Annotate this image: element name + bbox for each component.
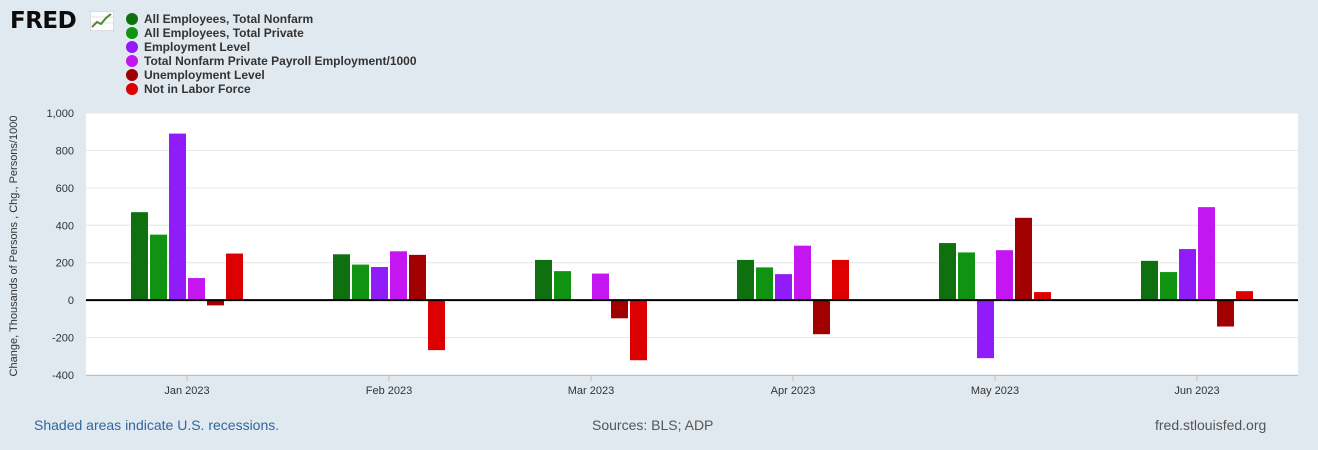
- x-tick-label: Jan 2023: [164, 385, 209, 397]
- bar[interactable]: [611, 300, 628, 319]
- bar[interactable]: [775, 274, 792, 301]
- bar-chart: -400 -200 0 200 400 600 800 1,000 Jan 2023 Feb 2…: [46, 108, 1298, 397]
- bar[interactable]: [169, 133, 186, 301]
- bar[interactable]: [939, 243, 956, 301]
- sources-text: Sources: BLS; ADP: [592, 417, 714, 433]
- legend-marker: [126, 55, 138, 67]
- bar[interactable]: [1141, 260, 1158, 301]
- y-tick-label: 200: [56, 258, 74, 270]
- bar[interactable]: [428, 300, 445, 351]
- x-tick-label: May 2023: [971, 385, 1019, 397]
- bar[interactable]: [131, 212, 148, 301]
- y-tick-label: 600: [56, 183, 74, 195]
- legend-label: Employment Level: [144, 40, 251, 54]
- bar-series: [131, 133, 1253, 361]
- bar[interactable]: [592, 273, 609, 301]
- legend-item[interactable]: Unemployment Level: [124, 68, 417, 82]
- y-tick-label: -400: [52, 370, 74, 382]
- bar[interactable]: [554, 271, 571, 301]
- plot-area: [86, 113, 1298, 375]
- bar[interactable]: [1236, 291, 1253, 301]
- x-axis-ticks: Jan 2023 Feb 2023 Mar 2023 Apr 2023 May 2023…: [86, 375, 1298, 397]
- bar[interactable]: [390, 251, 407, 301]
- x-tick-label: Apr 2023: [771, 385, 816, 397]
- fred-logo[interactable]: FRED: [10, 6, 120, 36]
- bar[interactable]: [1034, 292, 1051, 301]
- recession-note: Shaded areas indicate U.S. recessions.: [34, 417, 280, 433]
- bar[interactable]: [1179, 249, 1196, 301]
- bar[interactable]: [150, 234, 167, 301]
- bar[interactable]: [1160, 272, 1177, 301]
- bar[interactable]: [226, 253, 243, 301]
- y-tick-label: 0: [68, 295, 74, 307]
- bar[interactable]: [794, 245, 811, 301]
- bar[interactable]: [207, 300, 224, 306]
- legend-marker: [126, 41, 138, 53]
- y-axis-ticks: -400 -200 0 200 400 600 800 1,000: [46, 108, 74, 382]
- bar[interactable]: [832, 259, 849, 301]
- bar[interactable]: [371, 267, 388, 301]
- site-link[interactable]: fred.stlouisfed.org: [1155, 417, 1267, 433]
- legend-item[interactable]: Not in Labor Force: [124, 82, 417, 96]
- bar[interactable]: [1015, 217, 1032, 301]
- bar[interactable]: [630, 300, 647, 361]
- y-tick-label: 800: [56, 145, 74, 157]
- y-tick-label: 1,000: [46, 108, 74, 120]
- bar[interactable]: [333, 254, 350, 301]
- bar[interactable]: [352, 264, 369, 301]
- legend-item[interactable]: All Employees, Total Private: [124, 26, 417, 40]
- legend-label: All Employees, Total Nonfarm: [144, 12, 314, 26]
- y-tick-label: 400: [56, 220, 74, 232]
- x-tick-label: Feb 2023: [366, 385, 412, 397]
- bar[interactable]: [1198, 207, 1215, 301]
- chart-legend: All Employees, Total Nonfarm All Employee…: [124, 12, 417, 96]
- legend-item[interactable]: All Employees, Total Nonfarm: [124, 12, 417, 26]
- legend-marker: [126, 69, 138, 81]
- bar[interactable]: [813, 300, 830, 335]
- legend-label: All Employees, Total Private: [144, 26, 304, 40]
- legend-marker: [126, 13, 138, 25]
- y-tick-label: -200: [52, 333, 74, 345]
- legend-label: Unemployment Level: [144, 68, 265, 82]
- legend-label: Not in Labor Force: [144, 82, 251, 96]
- legend-label: Total Nonfarm Private Payroll Employment…: [144, 54, 417, 68]
- bar[interactable]: [977, 300, 994, 359]
- bar[interactable]: [756, 267, 773, 301]
- bar[interactable]: [737, 259, 754, 301]
- line-graph-icon: [90, 11, 114, 31]
- legend-marker: [126, 27, 138, 39]
- legend-item[interactable]: Total Nonfarm Private Payroll Employment…: [124, 54, 417, 68]
- x-tick-label: Jun 2023: [1174, 385, 1219, 397]
- bar[interactable]: [188, 278, 205, 301]
- bar[interactable]: [535, 259, 552, 301]
- x-tick-label: Mar 2023: [568, 385, 614, 397]
- legend-marker: [126, 83, 138, 95]
- bar[interactable]: [958, 252, 975, 301]
- bar[interactable]: [996, 250, 1013, 301]
- bar[interactable]: [409, 254, 426, 301]
- legend-item[interactable]: Employment Level: [124, 40, 417, 54]
- bar[interactable]: [1217, 300, 1234, 327]
- fred-logo-text: FRED: [10, 8, 77, 34]
